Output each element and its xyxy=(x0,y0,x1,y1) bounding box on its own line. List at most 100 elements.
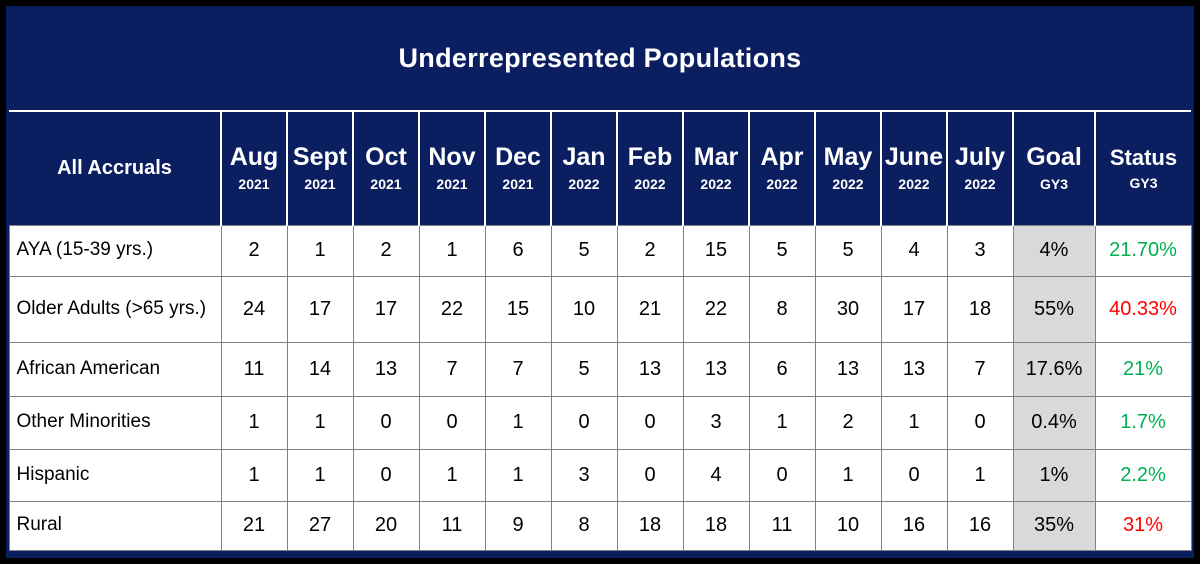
value-cell: 3 xyxy=(946,224,1014,277)
value-cell: 1 xyxy=(418,224,486,277)
value-cell: 1 xyxy=(484,395,552,450)
value-cell: 15 xyxy=(484,275,552,343)
row-label: Older Adults (>65 yrs.) xyxy=(8,275,222,343)
header-row: All Accruals Aug 2021 Sept 2021 Oct 2021 Nov 20… xyxy=(9,110,1191,225)
table-row: African American 11 14 13 7 7 5 13 13 6 13 13 7 17.6%… xyxy=(8,341,1192,397)
value-cell: 0 xyxy=(616,448,684,502)
column-header-mar-2022: Mar 2022 xyxy=(682,110,749,225)
column-header-goal: Goal GY3 xyxy=(1012,110,1095,225)
value-cell: 1 xyxy=(484,448,552,502)
value-cell: 7 xyxy=(484,341,552,397)
value-cell: 8 xyxy=(748,275,816,343)
goal-cell: 17.6% xyxy=(1012,341,1096,397)
value-cell: 11 xyxy=(220,341,288,397)
column-header-nov-2021: Nov 2021 xyxy=(418,110,485,225)
value-cell: 2 xyxy=(220,224,288,277)
column-header-may-2022: May 2022 xyxy=(814,110,881,225)
row-label: Rural xyxy=(8,500,222,551)
row-label: African American xyxy=(8,341,222,397)
year-label: 2022 xyxy=(700,176,732,193)
column-header-dec-2021: Dec 2021 xyxy=(484,110,551,225)
column-header-july-2022: July 2022 xyxy=(946,110,1013,225)
year-label: 2021 xyxy=(304,176,336,193)
value-cell: 1 xyxy=(418,448,486,502)
accruals-table: All Accruals Aug 2021 Sept 2021 Oct 2021 Nov 20… xyxy=(8,110,1192,551)
value-cell: 10 xyxy=(550,275,618,343)
goal-cell: 0.4% xyxy=(1012,395,1096,450)
value-cell: 27 xyxy=(286,500,354,551)
year-label: 2022 xyxy=(766,176,798,193)
column-header-aug-2021: Aug 2021 xyxy=(220,110,287,225)
value-cell: 13 xyxy=(880,341,948,397)
month-label: Feb xyxy=(627,143,673,172)
value-cell: 0 xyxy=(550,395,618,450)
value-cell: 1 xyxy=(748,395,816,450)
value-cell: 4 xyxy=(880,224,948,277)
value-cell: 5 xyxy=(550,224,618,277)
status-cell: 21.70% xyxy=(1094,224,1192,277)
year-label: 2022 xyxy=(832,176,864,193)
month-label: Jan xyxy=(562,143,606,172)
goal-cell: 55% xyxy=(1012,275,1096,343)
value-cell: 2 xyxy=(616,224,684,277)
value-cell: 3 xyxy=(550,448,618,502)
value-cell: 1 xyxy=(220,448,288,502)
month-label: Aug xyxy=(229,143,279,172)
row-label: Hispanic xyxy=(8,448,222,502)
goal-header-sub: GY3 xyxy=(1039,176,1068,193)
column-header-apr-2022: Apr 2022 xyxy=(748,110,815,225)
goal-header-label: Goal xyxy=(1026,143,1082,172)
table-body: AYA (15-39 yrs.) 2 1 2 1 6 5 2 15 5 5 4 3 4% 21.70% Old… xyxy=(8,224,1192,551)
value-cell: 5 xyxy=(814,224,882,277)
value-cell: 1 xyxy=(814,448,882,502)
value-cell: 1 xyxy=(880,395,948,450)
year-label: 2022 xyxy=(634,176,666,193)
status-header-sub: GY3 xyxy=(1129,174,1158,191)
value-cell: 22 xyxy=(682,275,750,343)
status-cell: 21% xyxy=(1094,341,1192,397)
value-cell: 1 xyxy=(946,448,1014,502)
month-label: Mar xyxy=(693,143,739,172)
value-cell: 7 xyxy=(946,341,1014,397)
value-cell: 18 xyxy=(616,500,684,551)
month-label: June xyxy=(884,143,944,172)
value-cell: 16 xyxy=(880,500,948,551)
month-label: Apr xyxy=(760,143,804,172)
title-area: Underrepresented Populations xyxy=(6,6,1194,110)
value-cell: 8 xyxy=(550,500,618,551)
year-label: 2021 xyxy=(436,176,468,193)
value-cell: 5 xyxy=(550,341,618,397)
value-cell: 0 xyxy=(352,395,420,450)
goal-cell: 35% xyxy=(1012,500,1096,551)
year-label: 2022 xyxy=(964,176,996,193)
value-cell: 15 xyxy=(682,224,750,277)
year-label: 2021 xyxy=(370,176,402,193)
value-cell: 1 xyxy=(220,395,288,450)
value-cell: 0 xyxy=(946,395,1014,450)
month-label: May xyxy=(823,143,873,172)
value-cell: 18 xyxy=(682,500,750,551)
year-label: 2021 xyxy=(238,176,270,193)
month-label: July xyxy=(954,143,1006,172)
value-cell: 2 xyxy=(814,395,882,450)
table-row: Other Minorities 1 1 0 0 1 0 0 3 1 2 1 0 0.4% 1.7% xyxy=(8,395,1192,450)
status-cell: 31% xyxy=(1094,500,1192,551)
column-header-sept-2021: Sept 2021 xyxy=(286,110,353,225)
value-cell: 13 xyxy=(814,341,882,397)
year-label: 2022 xyxy=(568,176,600,193)
column-header-oct-2021: Oct 2021 xyxy=(352,110,419,225)
month-label: Oct xyxy=(365,143,407,172)
value-cell: 6 xyxy=(484,224,552,277)
column-header-all-accruals: All Accruals xyxy=(9,110,221,225)
table-row: Older Adults (>65 yrs.) 24 17 17 22 15 10 21 22 8… xyxy=(8,275,1192,343)
column-header-status: Status GY3 xyxy=(1094,110,1191,225)
value-cell: 11 xyxy=(418,500,486,551)
value-cell: 13 xyxy=(352,341,420,397)
year-label: 2022 xyxy=(898,176,930,193)
value-cell: 13 xyxy=(682,341,750,397)
column-header-june-2022: June 2022 xyxy=(880,110,947,225)
value-cell: 21 xyxy=(616,275,684,343)
column-header-feb-2022: Feb 2022 xyxy=(616,110,683,225)
status-cell: 40.33% xyxy=(1094,275,1192,343)
